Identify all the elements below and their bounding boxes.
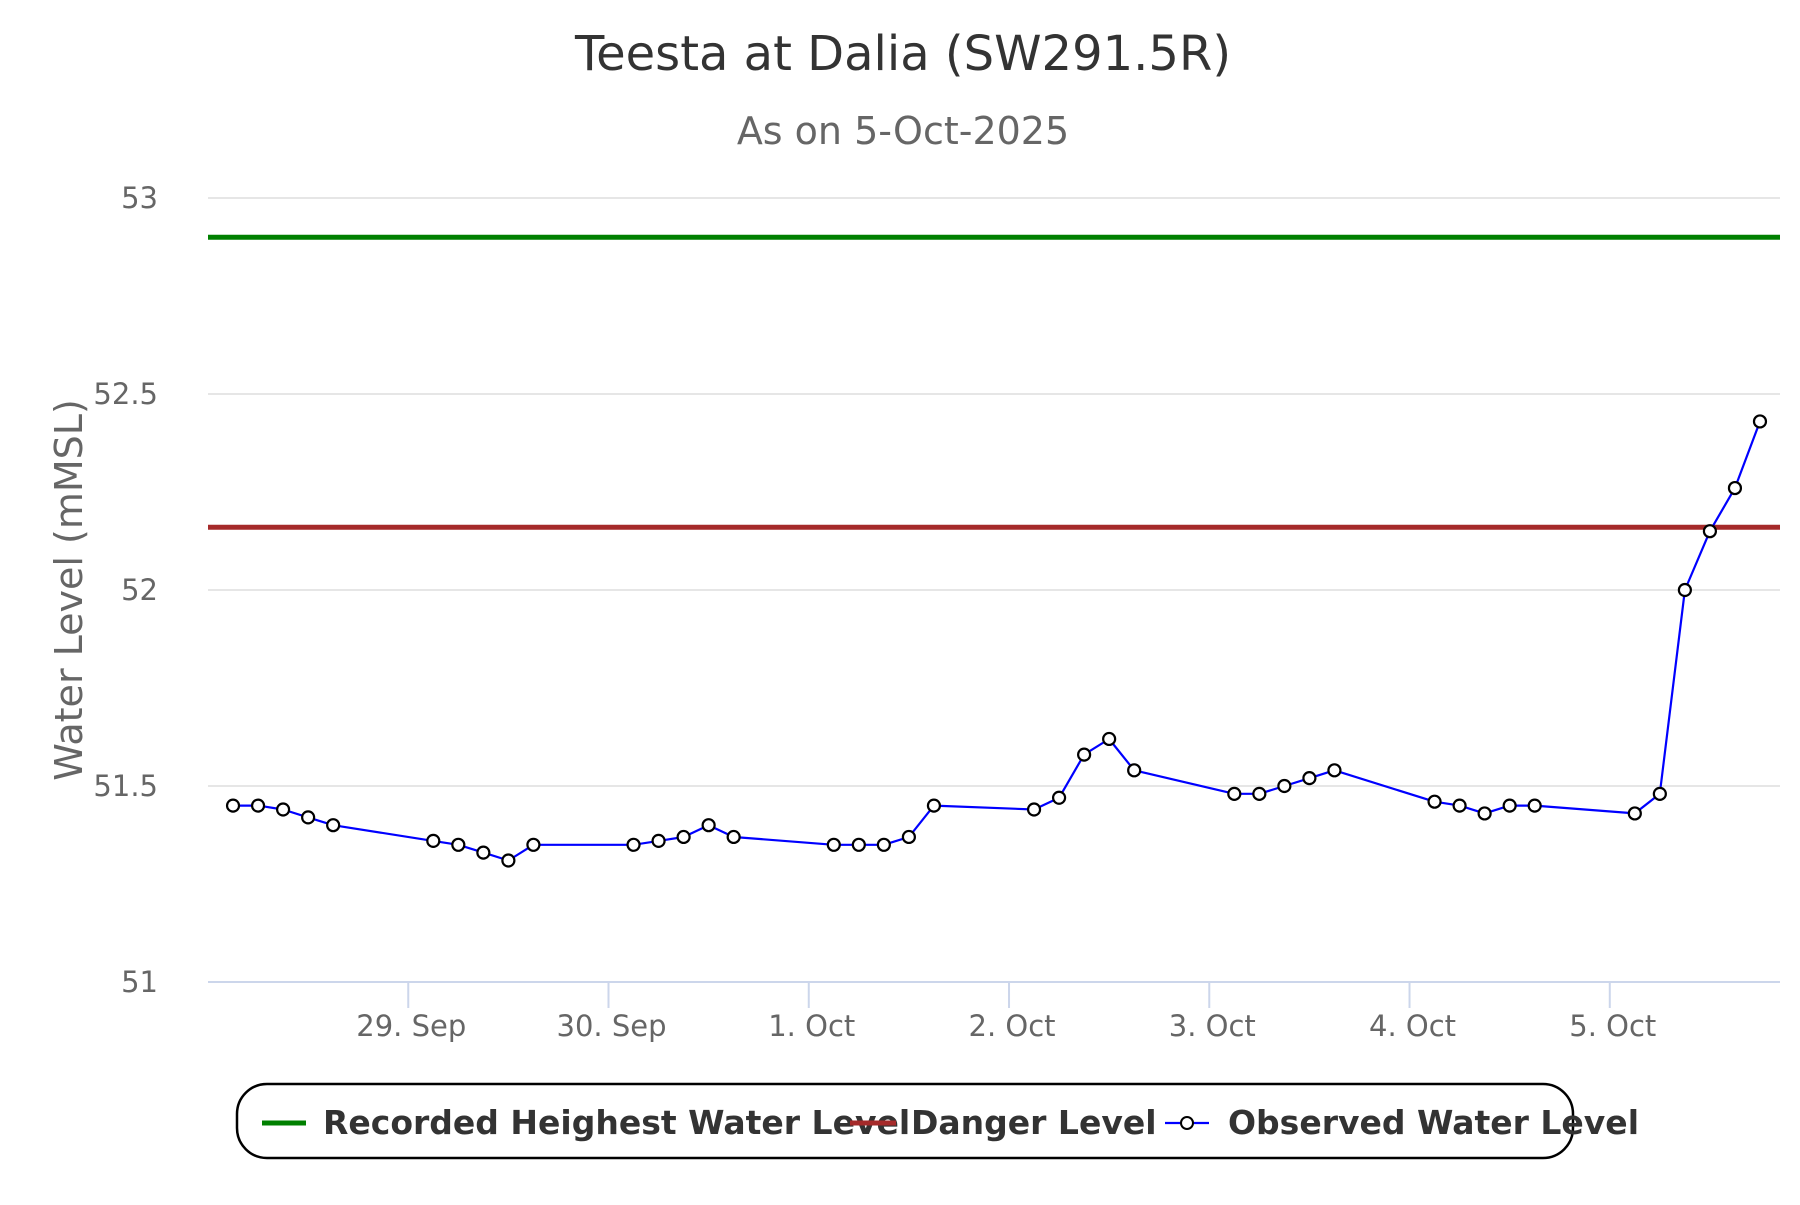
- legend-box: [235, 1082, 1575, 1160]
- data-point-12[interactable]: [676, 829, 691, 845]
- data-point-26[interactable]: [1252, 786, 1267, 801]
- data-point-17[interactable]: [876, 837, 891, 852]
- data-point-8[interactable]: [501, 853, 516, 868]
- x-tick-label-30-sep: 30. Sep: [557, 1009, 667, 1043]
- data-point-19[interactable]: [926, 798, 942, 813]
- data-point-14[interactable]: [726, 829, 741, 845]
- y-tick-label-51: 51: [121, 965, 158, 999]
- x-tick-label-3-oct: 3. Oct: [1169, 1009, 1256, 1043]
- data-point-31[interactable]: [1452, 798, 1467, 813]
- legend-item-recorded-highest[interactable]: Recorded Heighest Water Level: [262, 1103, 910, 1142]
- data-point-13[interactable]: [701, 818, 716, 833]
- data-point-38[interactable]: [1702, 524, 1718, 539]
- x-tick-label-2-oct: 2. Oct: [969, 1009, 1056, 1043]
- y-axis-ticks: 51 51.5 52 52.5 53: [93, 181, 158, 999]
- data-point-23[interactable]: [1102, 731, 1117, 747]
- x-tick-label-29-sep: 29. Sep: [356, 1009, 466, 1043]
- data-point-15[interactable]: [826, 837, 841, 852]
- grid-lines: [208, 197, 1780, 787]
- legend-label-danger-level: Danger Level: [911, 1103, 1157, 1142]
- x-tick-label-4-oct: 4. Oct: [1369, 1009, 1456, 1043]
- x-axis: 29. Sep 30. Sep 1. Oct 2. Oct 3. Oct 4. Oct 5.…: [208, 981, 1780, 1043]
- data-point-34[interactable]: [1527, 798, 1542, 813]
- y-axis-label: Water Level (mMSL): [47, 399, 91, 781]
- y-tick-label-52-5: 52.5: [93, 377, 158, 411]
- legend: Recorded Heighest Water Level Danger Lev…: [235, 1082, 1639, 1160]
- series-layer: [208, 234, 1780, 868]
- data-point-2[interactable]: [275, 802, 291, 817]
- data-point-5[interactable]: [426, 833, 441, 848]
- y-tick-label-53: 53: [121, 181, 158, 215]
- legend-label-recorded-highest: Recorded Heighest Water Level: [323, 1103, 910, 1142]
- data-point-29[interactable]: [1327, 763, 1342, 778]
- data-point-7[interactable]: [476, 845, 491, 860]
- data-point-21[interactable]: [1051, 790, 1067, 805]
- data-point-10[interactable]: [626, 837, 641, 852]
- data-point-22[interactable]: [1077, 747, 1092, 762]
- data-point-3[interactable]: [301, 810, 316, 825]
- data-point-37[interactable]: [1677, 582, 1692, 598]
- data-point-24[interactable]: [1127, 763, 1142, 778]
- legend-item-observed-level[interactable]: Observed Water Level: [1165, 1103, 1639, 1142]
- y-tick-label-51-5: 51.5: [93, 769, 158, 803]
- data-point-27[interactable]: [1277, 778, 1292, 794]
- data-point-16[interactable]: [851, 837, 866, 852]
- x-tick-label-1-oct: 1. Oct: [768, 1009, 855, 1043]
- y-tick-label-52: 52: [121, 573, 158, 607]
- data-point-32[interactable]: [1477, 806, 1492, 821]
- data-point-39[interactable]: [1727, 480, 1743, 496]
- data-point-30[interactable]: [1427, 794, 1442, 809]
- data-point-1[interactable]: [250, 798, 266, 813]
- data-point-0[interactable]: [225, 798, 241, 813]
- data-point-36[interactable]: [1652, 786, 1667, 801]
- series-line-observed-water-level: [233, 421, 1762, 862]
- data-point-9[interactable]: [526, 837, 541, 852]
- chart-subtitle: As on 5-Oct-2025: [737, 109, 1069, 153]
- chart-title: Teesta at Dalia (SW291.5R): [574, 26, 1231, 82]
- data-point-18[interactable]: [901, 829, 916, 845]
- legend-label-observed-level: Observed Water Level: [1228, 1103, 1639, 1142]
- data-point-33[interactable]: [1502, 798, 1517, 813]
- legend-item-danger-level[interactable]: Danger Level: [850, 1103, 1157, 1142]
- x-tick-label-5-oct: 5. Oct: [1569, 1009, 1656, 1043]
- data-point-20[interactable]: [1026, 802, 1042, 817]
- data-point-35[interactable]: [1627, 806, 1642, 821]
- data-point-28[interactable]: [1302, 771, 1317, 786]
- data-point-40[interactable]: [1752, 414, 1768, 429]
- legend-marker-observed-level: [1180, 1116, 1194, 1130]
- data-point-25[interactable]: [1227, 786, 1242, 801]
- data-point-6[interactable]: [451, 837, 466, 852]
- data-point-11[interactable]: [651, 833, 666, 848]
- data-point-4[interactable]: [326, 818, 341, 833]
